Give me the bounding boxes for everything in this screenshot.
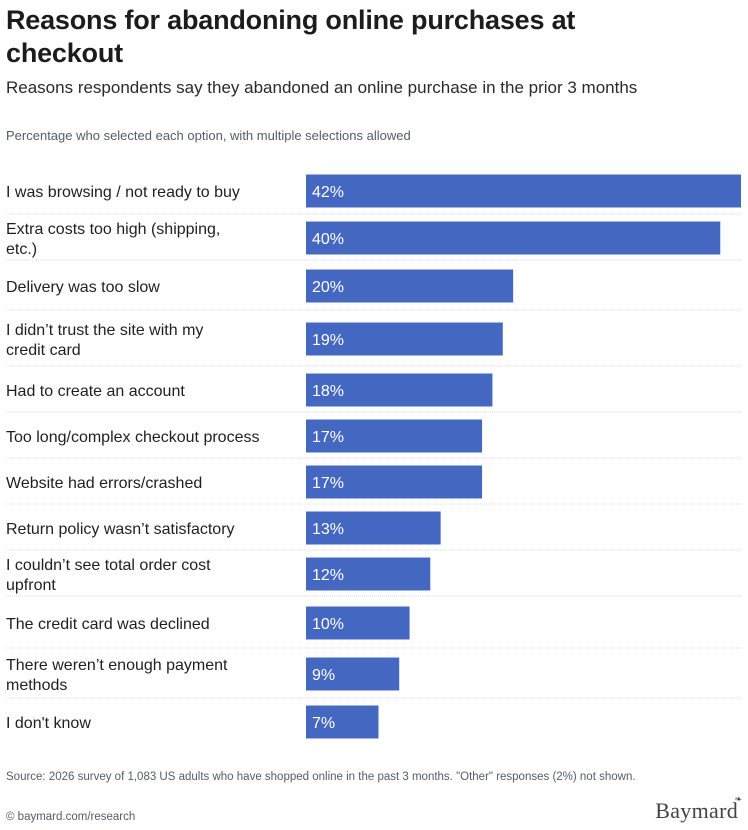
bar-value-label: 42% xyxy=(312,184,344,201)
bar xyxy=(306,174,741,208)
bar xyxy=(306,657,400,691)
category-label: Extra costs too high (shipping, etc.) xyxy=(6,221,220,258)
category-label: Website had errors/crashed xyxy=(6,475,202,492)
source-note: Source: 2026 survey of 1,083 US adults w… xyxy=(6,771,636,783)
bar xyxy=(306,511,441,545)
category-label: Too long/complex checkout process xyxy=(6,429,259,446)
bar-value-label: 17% xyxy=(312,475,344,492)
category-label: I couldn’t see total order cost upfront xyxy=(6,557,211,594)
chart-title: Reasons for abandoning online purchases … xyxy=(6,5,576,68)
bar xyxy=(306,221,721,255)
category-label: There weren’t enough payment methods xyxy=(6,657,228,694)
bar xyxy=(306,373,493,407)
bar-value-label: 10% xyxy=(312,616,344,633)
category-label: Had to create an account xyxy=(6,383,185,400)
bar-value-label: 13% xyxy=(312,521,344,538)
bar-value-label: 9% xyxy=(312,667,335,684)
chart-note: Percentage who selected each option, wit… xyxy=(6,128,411,143)
bar-chart: 42% I was browsing / not ready to buy 40% E… xyxy=(6,174,742,739)
bar xyxy=(306,705,379,739)
bar xyxy=(306,322,503,356)
bar-value-label: 40% xyxy=(312,231,344,248)
category-label: I don't know xyxy=(6,715,91,732)
website-credit: © baymard.com/research xyxy=(6,811,136,823)
bar xyxy=(306,606,410,640)
category-label: Return policy wasn’t satisfactory xyxy=(6,521,235,538)
chart-subtitle: Reasons respondents say they abandoned a… xyxy=(6,78,638,97)
bar xyxy=(306,557,431,591)
bar-value-label: 18% xyxy=(312,383,344,400)
brand-mark-icon: ❧ xyxy=(734,794,742,804)
bar-value-label: 19% xyxy=(312,332,344,349)
bar xyxy=(306,419,483,453)
bar xyxy=(306,465,483,499)
category-label: The credit card was declined xyxy=(6,616,210,633)
bar-value-label: 12% xyxy=(312,567,344,584)
category-label: I didn’t trust the site with my credit ca… xyxy=(6,322,203,359)
category-label: Delivery was too slow xyxy=(6,279,160,296)
bar xyxy=(306,269,514,303)
bar-value-label: 20% xyxy=(312,279,344,296)
brand-logo: Baymard xyxy=(655,798,738,823)
category-label: I was browsing / not ready to buy xyxy=(6,184,240,201)
bar-value-label: 17% xyxy=(312,429,344,446)
bar-value-label: 7% xyxy=(312,715,335,732)
